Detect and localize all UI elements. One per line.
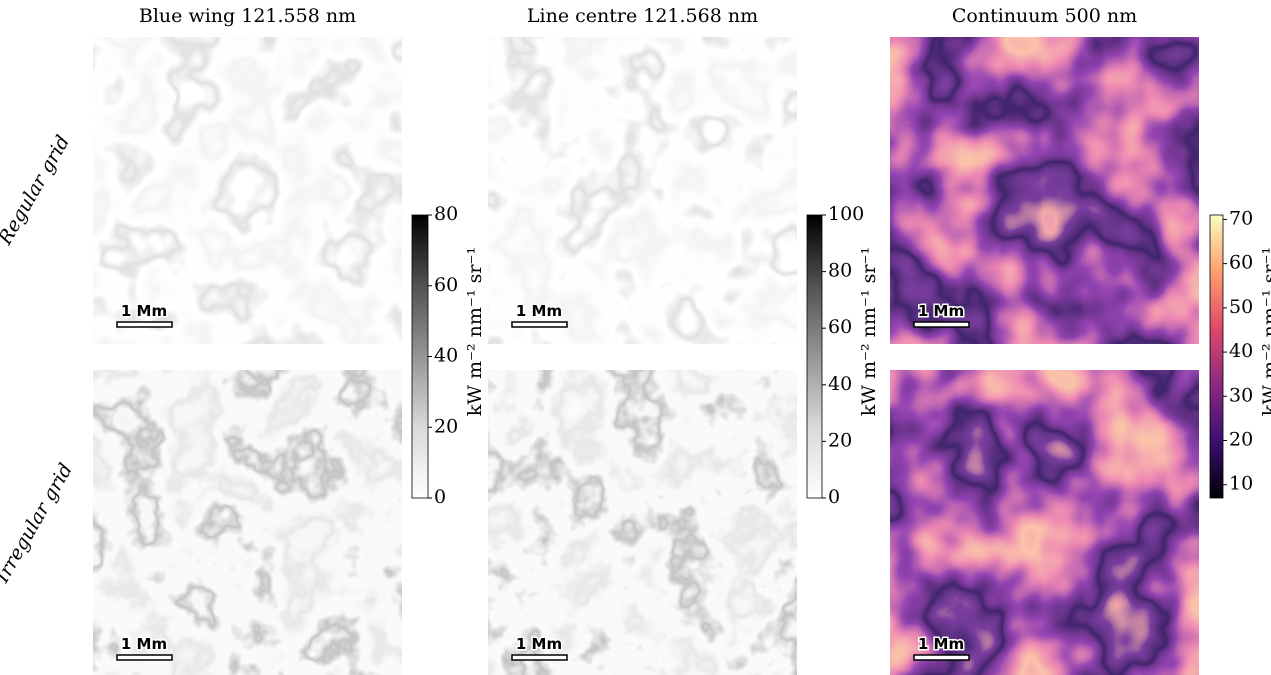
scale-bar xyxy=(117,322,172,327)
panel-title: Blue wing 121.558 nm xyxy=(139,5,356,27)
image-panel xyxy=(93,370,402,675)
colorbar-tick-label: 60 xyxy=(434,274,458,296)
panel-title: Continuum 500 nm xyxy=(952,5,1137,27)
row-label: Irregular grid xyxy=(0,460,77,587)
scale-bar-label: 1 Mm xyxy=(121,302,167,320)
image-panel xyxy=(93,37,402,344)
figure: Regular grid Irregular grid Blue wing 121.… xyxy=(0,0,1271,675)
colorbar-label: kW m⁻² nm⁻¹ sr⁻¹ xyxy=(858,247,880,416)
colorbar-label: kW m⁻² nm⁻¹ sr⁻¹ xyxy=(464,247,486,416)
scale-bar-label: 1 Mm xyxy=(121,635,167,653)
scale-bar xyxy=(512,655,567,660)
image-panel xyxy=(890,37,1199,344)
scale-bar xyxy=(117,655,172,660)
colorbar-tick-label: 20 xyxy=(828,429,852,451)
colorbar-tick-label: 40 xyxy=(434,345,458,367)
colorbar xyxy=(1210,215,1223,498)
colorbar-tick-label: 0 xyxy=(828,486,840,508)
colorbar xyxy=(807,215,822,498)
scale-bar xyxy=(914,322,969,327)
image-panel xyxy=(890,370,1199,675)
image-panel xyxy=(488,37,797,344)
colorbar-tick-label: 70 xyxy=(1229,207,1253,229)
row-label: Regular grid xyxy=(0,132,74,249)
scale-bar-label: 1 Mm xyxy=(516,302,562,320)
scale-bar-label: 1 Mm xyxy=(918,302,964,320)
scale-bar-label: 1 Mm xyxy=(918,635,964,653)
colorbar-tick-label: 20 xyxy=(434,415,458,437)
colorbar-tick-label: 40 xyxy=(1229,340,1253,362)
colorbar-tick-label: 40 xyxy=(828,373,852,395)
image-panel xyxy=(488,370,797,675)
colorbar xyxy=(412,215,428,498)
colorbar-label: kW m⁻² nm⁻¹ sr⁻¹ xyxy=(1259,247,1271,416)
colorbar-tick-label: 0 xyxy=(434,486,446,508)
colorbar-tick-label: 80 xyxy=(828,260,852,282)
colorbar-tick-label: 100 xyxy=(828,203,864,225)
panel-title: Line centre 121.568 nm xyxy=(527,5,758,27)
colorbar-tick-label: 60 xyxy=(1229,252,1253,274)
scale-bar xyxy=(512,322,567,327)
scale-bar-label: 1 Mm xyxy=(516,635,562,653)
colorbar-tick-label: 30 xyxy=(1229,384,1253,406)
colorbar-tick-label: 50 xyxy=(1229,296,1253,318)
colorbar-tick-label: 80 xyxy=(434,203,458,225)
scale-bar xyxy=(914,655,969,660)
colorbar-tick-label: 10 xyxy=(1229,473,1253,495)
colorbar-tick-label: 60 xyxy=(828,316,852,338)
colorbar-tick-label: 20 xyxy=(1229,429,1253,451)
